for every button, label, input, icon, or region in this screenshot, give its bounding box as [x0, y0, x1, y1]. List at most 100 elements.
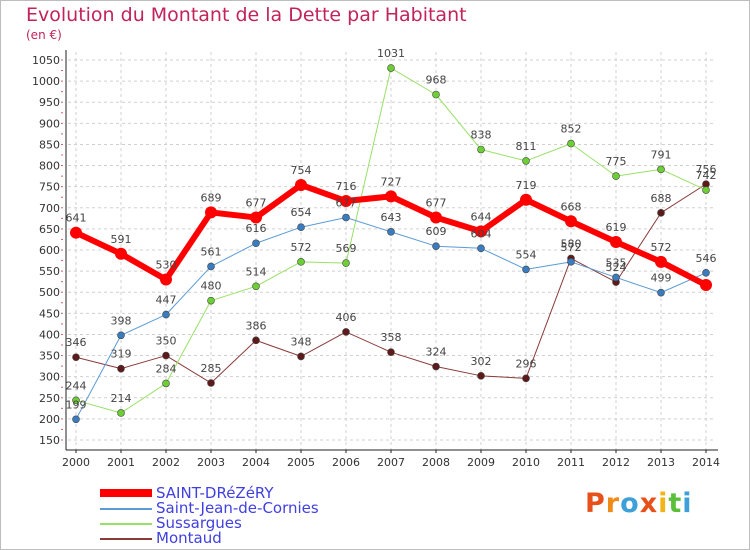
y-tick-label: 150: [39, 434, 60, 447]
data-label-2: 1031: [377, 47, 405, 60]
y-tick-label: 250: [39, 392, 60, 405]
data-label-1: 499: [651, 272, 672, 285]
data-label-0: 754: [291, 164, 312, 177]
x-tick-label: 2001: [107, 456, 135, 469]
data-label-0: 727: [381, 175, 402, 188]
data-label-3: 580: [561, 237, 582, 250]
legend-swatch-saint-drezery: [100, 489, 152, 497]
series-point-0: [160, 273, 172, 286]
data-label-1: 654: [291, 206, 312, 219]
data-label-3: 386: [246, 319, 267, 332]
y-tick-label: 400: [39, 328, 60, 341]
legend-swatch-montaud: [100, 538, 152, 540]
data-label-2: 569: [336, 242, 357, 255]
series-point-0: [295, 178, 307, 191]
data-label-1: 546: [696, 252, 717, 265]
series-point-3: [477, 372, 485, 380]
series-point-3: [522, 374, 530, 383]
data-label-1: 447: [156, 294, 177, 307]
series-point-2: [702, 186, 710, 194]
x-tick-label: 2010: [512, 456, 540, 469]
x-tick-label: 2004: [242, 456, 270, 469]
chart-title: Evolution du Montant de la Dette par Hab…: [26, 4, 467, 26]
data-label-1: 604: [471, 227, 492, 240]
y-tick-label: 700: [39, 202, 60, 215]
series-point-1: [72, 415, 80, 424]
series-point-3: [162, 351, 170, 360]
x-tick-label: 2008: [422, 456, 450, 469]
series-point-1: [432, 242, 440, 250]
series-point-3: [207, 379, 215, 387]
data-label-3: 358: [381, 331, 402, 344]
data-label-1: 561: [201, 245, 222, 258]
series-point-2: [162, 379, 170, 388]
series-point-0: [70, 226, 82, 239]
series-point-0: [700, 279, 712, 292]
y-tick-label: 350: [39, 350, 60, 363]
y-tick-label: 200: [39, 413, 60, 426]
series-point-1: [342, 213, 350, 222]
series-point-2: [117, 409, 125, 417]
data-label-0: 591: [111, 233, 132, 246]
data-label-0: 716: [336, 180, 357, 193]
series-point-3: [342, 328, 350, 336]
data-label-1: 554: [516, 248, 537, 261]
data-label-2: 284: [156, 362, 177, 375]
x-tick-label: 2003: [197, 456, 225, 469]
data-label-3: 346: [66, 336, 87, 349]
series-point-3: [117, 364, 125, 373]
data-label-3: 348: [291, 335, 312, 348]
data-label-3: 756: [696, 163, 717, 176]
series-point-2: [72, 396, 80, 405]
series-point-3: [297, 352, 305, 361]
series-point-0: [475, 225, 487, 238]
data-label-0: 641: [66, 212, 87, 225]
series-point-0: [340, 195, 352, 208]
legend-label-sussargues: Sussargues: [156, 514, 242, 532]
series-point-2: [612, 172, 620, 180]
series-point-0: [565, 215, 577, 228]
x-tick-label: 2006: [332, 456, 360, 469]
series-point-2: [477, 145, 485, 154]
series-point-2: [252, 282, 260, 291]
data-label-0: 530: [156, 259, 177, 272]
chart-subtitle: (en €): [26, 28, 62, 42]
series-point-0: [520, 193, 532, 206]
y-tick-label: 850: [39, 138, 60, 151]
data-label-3: 688: [651, 192, 672, 205]
series-point-0: [655, 255, 667, 268]
data-label-1: 535: [606, 256, 627, 269]
series-point-1: [387, 228, 395, 236]
data-label-0: 619: [606, 221, 627, 234]
y-tick-label: 950: [39, 96, 60, 109]
proxiti-logo: Proxiti: [585, 488, 693, 519]
series-point-1: [297, 223, 305, 231]
y-tick-label: 300: [39, 371, 60, 384]
series-point-1: [477, 244, 485, 253]
y-tick-label: 550: [39, 265, 60, 278]
legend-swatch-saint-jean-de-cornies: [100, 508, 152, 510]
data-label-3: 524: [606, 261, 627, 274]
series-point-3: [252, 336, 260, 345]
data-label-3: 296: [516, 357, 537, 370]
data-label-2: 791: [651, 148, 672, 161]
series-point-0: [385, 190, 397, 203]
x-tick-label: 2002: [152, 456, 180, 469]
data-label-3: 350: [156, 335, 177, 348]
data-label-2: 838: [471, 129, 492, 142]
data-label-2: 775: [606, 155, 627, 168]
x-tick-label: 2012: [602, 456, 630, 469]
y-tick-label: 450: [39, 307, 60, 320]
x-tick-label: 2011: [557, 456, 585, 469]
data-label-2: 244: [66, 379, 87, 392]
data-label-1: 677: [336, 196, 357, 209]
series-point-2: [342, 259, 350, 267]
series-point-0: [205, 206, 217, 219]
data-label-3: 319: [111, 348, 132, 361]
y-tick-label: 650: [39, 223, 60, 236]
legend-swatch-sussargues: [100, 523, 152, 525]
y-tick-label: 600: [39, 244, 60, 257]
series-point-1: [252, 239, 260, 248]
data-label-0: 689: [201, 191, 222, 204]
series-point-2: [387, 64, 395, 72]
